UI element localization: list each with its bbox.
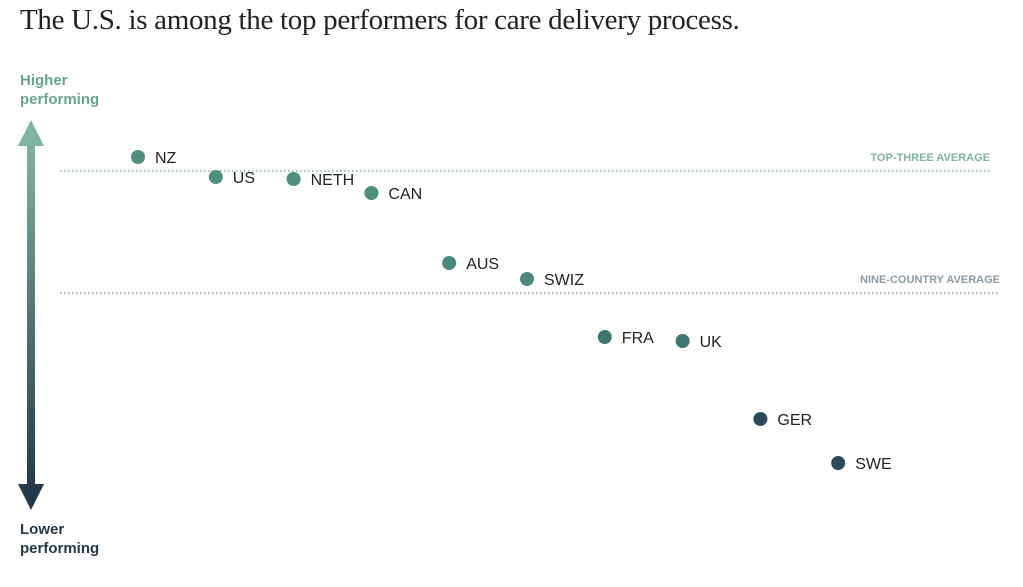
country-dot bbox=[597, 330, 612, 344]
country-label: AUS bbox=[466, 256, 499, 273]
country-label: CAN bbox=[388, 186, 422, 203]
country-label: UK bbox=[700, 334, 723, 351]
chart-title: The U.S. is among the top performers for… bbox=[20, 4, 740, 36]
country-label: GER bbox=[777, 412, 812, 429]
country-label: FRA bbox=[622, 330, 654, 347]
country-label: NZ bbox=[155, 150, 177, 167]
country-label: SWIZ bbox=[544, 272, 584, 289]
performance-arrow bbox=[18, 120, 44, 510]
country-dot bbox=[520, 272, 534, 286]
country-dot bbox=[675, 334, 690, 348]
reference-label: TOP-THREE AVERAGE bbox=[870, 152, 990, 164]
country-dot bbox=[286, 172, 301, 186]
y-top-label: Higher performing bbox=[20, 72, 100, 108]
country-label: NETH bbox=[311, 172, 355, 189]
country-dot bbox=[442, 256, 457, 270]
country-dot bbox=[131, 150, 145, 164]
reference-label: NINE-COUNTRY AVERAGE bbox=[860, 274, 1000, 286]
country-label: US bbox=[233, 170, 255, 187]
country-label: SWE bbox=[855, 456, 891, 473]
country-dot bbox=[208, 170, 223, 184]
country-dot bbox=[753, 412, 768, 426]
country-dot bbox=[364, 186, 379, 200]
country-dot bbox=[831, 456, 846, 470]
y-bottom-label: Lower performing bbox=[20, 521, 100, 557]
